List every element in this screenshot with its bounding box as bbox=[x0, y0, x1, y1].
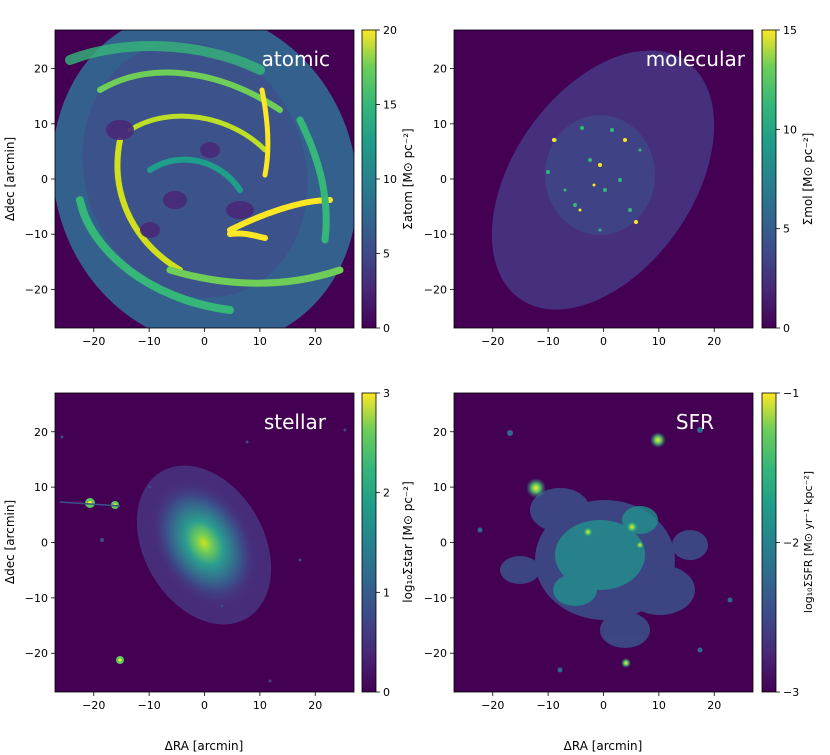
colorbar-tick-label: 2 bbox=[383, 487, 390, 500]
panel-molecular: molecular −20 −10 0 10 20 −20 −10 0 10 20 0 5 10 15… bbox=[424, 24, 815, 348]
y-tick-label: 0 bbox=[440, 537, 447, 550]
y-tick-label: 0 bbox=[440, 173, 447, 186]
x-tick-label: −20 bbox=[82, 335, 105, 348]
heatmap-stellar bbox=[55, 393, 354, 692]
map-label-atomic: atomic bbox=[262, 47, 330, 71]
map-label-stellar: stellar bbox=[264, 410, 327, 434]
x-tick-label: 0 bbox=[201, 699, 208, 712]
y-tick-label: −10 bbox=[424, 228, 447, 241]
colorbar-tick-label: 15 bbox=[383, 99, 397, 112]
x-tick-label: 10 bbox=[253, 335, 267, 348]
colorbar-sfr bbox=[761, 392, 777, 693]
colorbar-label-atomic: Σatom [M⊙ pc⁻²] bbox=[401, 128, 415, 229]
y-ticks-sfr: −20 −10 0 10 20 bbox=[424, 426, 454, 660]
y-tick-label: −10 bbox=[424, 592, 447, 605]
y-tick-label: 10 bbox=[34, 118, 48, 131]
y-tick-label: 20 bbox=[34, 63, 48, 76]
y-tick-label: −20 bbox=[25, 647, 48, 660]
panel-atomic: atomic −20 −10 0 10 20 −20 −10 0 10 20 Δdec [arc… bbox=[3, 24, 415, 348]
colorbar-ticks-stellar: 0 1 2 3 bbox=[376, 387, 390, 699]
colorbar-tick-label: 10 bbox=[783, 123, 797, 136]
x-tick-label: 20 bbox=[308, 335, 322, 348]
x-tick-label: 10 bbox=[253, 699, 267, 712]
x-tick-label: 20 bbox=[707, 699, 721, 712]
colorbar-stellar bbox=[361, 392, 377, 693]
x-axis-label-sfr: ΔRA [arcmin] bbox=[564, 739, 643, 753]
x-tick-label: 20 bbox=[707, 335, 721, 348]
x-tick-label: −20 bbox=[82, 699, 105, 712]
colorbar-label-stellar: log₁₀Σstar [M⊙ pc⁻²] bbox=[401, 481, 415, 603]
colorbar-molecular bbox=[761, 29, 777, 329]
x-tick-label: 0 bbox=[600, 699, 607, 712]
x-tick-label: −20 bbox=[481, 699, 504, 712]
y-tick-label: 10 bbox=[433, 118, 447, 131]
y-tick-label: 0 bbox=[41, 173, 48, 186]
colorbar-ticks-sfr: −3 −2 −1 bbox=[776, 387, 799, 699]
y-tick-label: 0 bbox=[41, 537, 48, 550]
colorbar-ticks-molecular: 0 5 10 15 bbox=[776, 24, 797, 335]
colorbar-tick-label: 0 bbox=[383, 322, 390, 335]
colorbar-tick-label: 0 bbox=[383, 686, 390, 699]
x-ticks-sfr: −20 −10 0 10 20 bbox=[481, 692, 721, 712]
colorbar-tick-label: 15 bbox=[783, 24, 797, 37]
y-tick-label: −10 bbox=[25, 228, 48, 241]
colorbar-tick-label: 5 bbox=[783, 223, 790, 236]
heatmap-atomic bbox=[55, 30, 354, 328]
x-tick-label: 0 bbox=[600, 335, 607, 348]
y-tick-label: 20 bbox=[34, 426, 48, 439]
y-tick-label: 10 bbox=[433, 481, 447, 494]
colorbar-ticks-atomic: 0 5 10 15 20 bbox=[376, 24, 397, 335]
y-tick-label: 10 bbox=[34, 481, 48, 494]
y-ticks-molecular: −20 −10 0 10 20 bbox=[424, 63, 454, 296]
x-tick-label: 0 bbox=[201, 335, 208, 348]
x-tick-label: −20 bbox=[481, 335, 504, 348]
colorbar-label-sfr: log₁₀ΣSFR [M⊙ yr⁻¹ kpc⁻²] bbox=[802, 471, 815, 613]
y-ticks-atomic: −20 −10 0 10 20 bbox=[25, 63, 55, 296]
y-axis-label-atomic: Δdec [arcmin] bbox=[3, 137, 17, 221]
heatmap-molecular bbox=[454, 30, 753, 328]
x-tick-label: −10 bbox=[138, 335, 161, 348]
y-tick-label: −20 bbox=[424, 283, 447, 296]
x-axis-label-stellar: ΔRA [arcmin] bbox=[165, 739, 244, 753]
x-tick-label: 10 bbox=[652, 699, 666, 712]
y-tick-label: −10 bbox=[25, 592, 48, 605]
map-label-sfr: SFR bbox=[676, 410, 714, 434]
x-tick-label: 10 bbox=[652, 335, 666, 348]
heatmap-sfr bbox=[454, 393, 753, 692]
x-ticks-stellar: −20 −10 0 10 20 bbox=[82, 692, 322, 712]
y-tick-label: 20 bbox=[433, 426, 447, 439]
colorbar-tick-label: 5 bbox=[383, 248, 390, 261]
colorbar-tick-label: 3 bbox=[383, 387, 390, 400]
colorbar-tick-label: 20 bbox=[383, 24, 397, 37]
map-label-molecular: molecular bbox=[646, 47, 746, 71]
x-tick-label: 20 bbox=[308, 699, 322, 712]
x-ticks-atomic: −20 −10 0 10 20 bbox=[82, 328, 322, 348]
x-tick-label: −10 bbox=[138, 699, 161, 712]
colorbar-atomic bbox=[361, 29, 377, 329]
colorbar-tick-label: −3 bbox=[783, 686, 799, 699]
y-tick-label: −20 bbox=[25, 283, 48, 296]
y-tick-label: −20 bbox=[424, 647, 447, 660]
colorbar-tick-label: 1 bbox=[383, 586, 390, 599]
y-axis-label-stellar: Δdec [arcmin] bbox=[3, 500, 17, 584]
x-ticks-molecular: −20 −10 0 10 20 bbox=[481, 328, 721, 348]
x-tick-label: −10 bbox=[537, 335, 560, 348]
colorbar-tick-label: 10 bbox=[383, 173, 397, 186]
colorbar-label-molecular: Σmol [M⊙ pc⁻²] bbox=[801, 133, 815, 226]
colorbar-tick-label: 0 bbox=[783, 322, 790, 335]
panel-sfr: SFR −20 −10 0 10 20 −20 −10 0 10 20 ΔRA [arcmin]… bbox=[424, 387, 815, 753]
colorbar-tick-label: −2 bbox=[783, 537, 799, 550]
colorbar-tick-label: −1 bbox=[783, 387, 799, 400]
x-tick-label: −10 bbox=[537, 699, 560, 712]
y-ticks-stellar: −20 −10 0 10 20 bbox=[25, 426, 55, 660]
y-tick-label: 20 bbox=[433, 63, 447, 76]
